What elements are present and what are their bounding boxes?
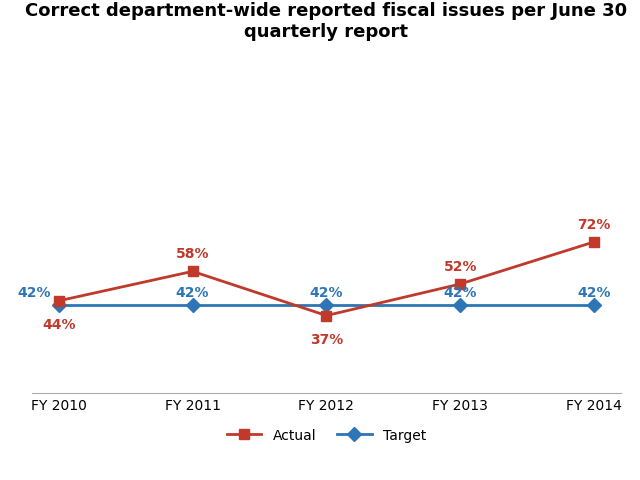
Target <box>590 302 598 308</box>
Text: 58%: 58% <box>176 247 209 261</box>
Actual <box>323 313 330 319</box>
Title: Correct department-wide reported fiscal issues per June 30
quarterly report: Correct department-wide reported fiscal … <box>26 2 627 41</box>
Target <box>323 302 330 308</box>
Line: Actual: Actual <box>54 238 599 321</box>
Actual <box>456 281 464 287</box>
Text: 72%: 72% <box>577 217 611 231</box>
Text: 42%: 42% <box>17 286 51 300</box>
Target <box>456 302 464 308</box>
Target <box>55 302 63 308</box>
Text: 42%: 42% <box>577 286 611 300</box>
Text: 42%: 42% <box>444 286 477 300</box>
Actual <box>55 298 63 304</box>
Line: Target: Target <box>54 300 599 310</box>
Text: 42%: 42% <box>176 286 209 300</box>
Legend: Actual, Target: Actual, Target <box>221 422 431 447</box>
Text: 42%: 42% <box>310 286 343 300</box>
Actual <box>189 269 196 275</box>
Text: 52%: 52% <box>444 259 477 273</box>
Actual <box>590 240 598 245</box>
Text: 37%: 37% <box>310 333 343 347</box>
Text: 44%: 44% <box>42 318 76 332</box>
Target <box>189 302 196 308</box>
